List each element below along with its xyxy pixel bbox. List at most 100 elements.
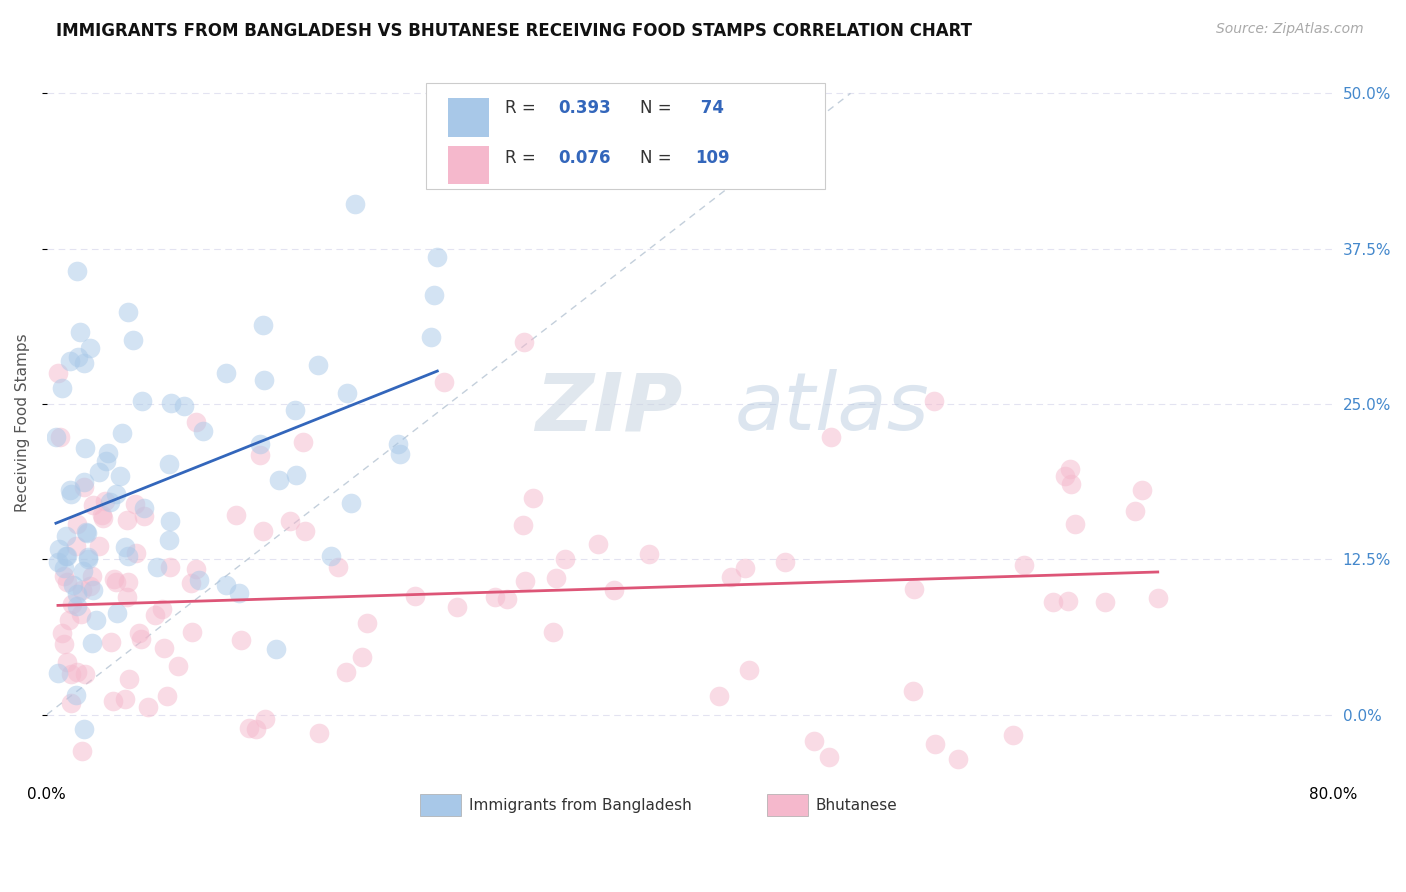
Point — [225, 508, 247, 522]
Point — [82, 582, 104, 597]
Point — [70, 744, 93, 758]
Point — [129, 632, 152, 647]
Point — [167, 659, 190, 673]
Text: Bhutanese: Bhutanese — [815, 797, 897, 813]
Point — [173, 400, 195, 414]
Point — [91, 511, 114, 525]
Point — [93, 494, 115, 508]
Point — [114, 540, 136, 554]
Text: N =: N = — [640, 149, 676, 167]
FancyBboxPatch shape — [766, 795, 808, 816]
Point — [73, 356, 96, 370]
Point — [51, 381, 73, 395]
Point — [60, 696, 83, 710]
Text: R =: R = — [505, 149, 540, 167]
Point — [49, 430, 72, 444]
Point — [191, 425, 214, 439]
Point — [817, 750, 839, 764]
Point — [707, 689, 730, 703]
Point — [215, 366, 238, 380]
Point — [124, 496, 146, 510]
Point — [65, 688, 87, 702]
Point — [53, 561, 76, 575]
Point — [253, 373, 276, 387]
Point — [73, 723, 96, 737]
Point — [247, 790, 270, 805]
Point — [1130, 483, 1153, 497]
Point — [77, 549, 100, 564]
Point — [1094, 595, 1116, 609]
Point — [134, 508, 156, 523]
Point — [157, 457, 180, 471]
Point — [75, 524, 97, 539]
Point — [76, 526, 98, 541]
Point — [114, 692, 136, 706]
Point — [512, 335, 534, 350]
Point — [105, 606, 128, 620]
Point — [336, 385, 359, 400]
Point — [157, 533, 180, 548]
Point — [80, 569, 103, 583]
Point — [903, 582, 925, 597]
Point — [108, 468, 131, 483]
Point — [66, 599, 89, 614]
Point — [46, 366, 69, 380]
Text: atlas: atlas — [735, 369, 929, 448]
Point — [56, 574, 79, 589]
FancyBboxPatch shape — [419, 795, 461, 816]
Point — [136, 699, 159, 714]
Point — [122, 333, 145, 347]
Point — [252, 318, 274, 332]
Point — [51, 625, 73, 640]
Point — [734, 561, 756, 575]
Point — [820, 430, 842, 444]
Point — [45, 429, 67, 443]
Y-axis label: Receiving Food Stamps: Receiving Food Stamps — [15, 334, 30, 512]
Point — [433, 375, 456, 389]
Point — [91, 508, 114, 522]
Point — [238, 721, 260, 735]
Point — [84, 613, 107, 627]
Point — [184, 562, 207, 576]
Point — [249, 437, 271, 451]
Point — [512, 517, 534, 532]
Text: ZIP: ZIP — [536, 369, 683, 448]
Point — [326, 560, 349, 574]
Point — [253, 712, 276, 726]
Point — [104, 487, 127, 501]
Point — [803, 734, 825, 748]
Point — [153, 641, 176, 656]
Point — [773, 555, 796, 569]
Point — [80, 635, 103, 649]
Point — [101, 693, 124, 707]
Point — [143, 607, 166, 622]
Point — [181, 625, 204, 640]
Point — [77, 551, 100, 566]
Point — [75, 442, 97, 456]
Point — [522, 491, 544, 505]
Point — [546, 571, 568, 585]
Point — [46, 665, 69, 680]
Point — [554, 552, 576, 566]
Point — [356, 615, 378, 630]
Text: 0.076: 0.076 — [558, 149, 612, 167]
Point — [66, 350, 89, 364]
Point — [267, 473, 290, 487]
Point — [72, 564, 94, 578]
Point — [278, 514, 301, 528]
Point — [115, 590, 138, 604]
Point — [150, 602, 173, 616]
Point — [1057, 594, 1080, 608]
Point — [264, 642, 287, 657]
Point — [1059, 462, 1081, 476]
Point — [52, 569, 75, 583]
Point — [117, 575, 139, 590]
Text: Source: ZipAtlas.com: Source: ZipAtlas.com — [1216, 22, 1364, 37]
Text: R =: R = — [505, 99, 540, 117]
Point — [720, 569, 742, 583]
Point — [292, 435, 315, 450]
Point — [344, 197, 367, 211]
Point — [350, 649, 373, 664]
Point — [588, 537, 610, 551]
Point — [145, 560, 167, 574]
